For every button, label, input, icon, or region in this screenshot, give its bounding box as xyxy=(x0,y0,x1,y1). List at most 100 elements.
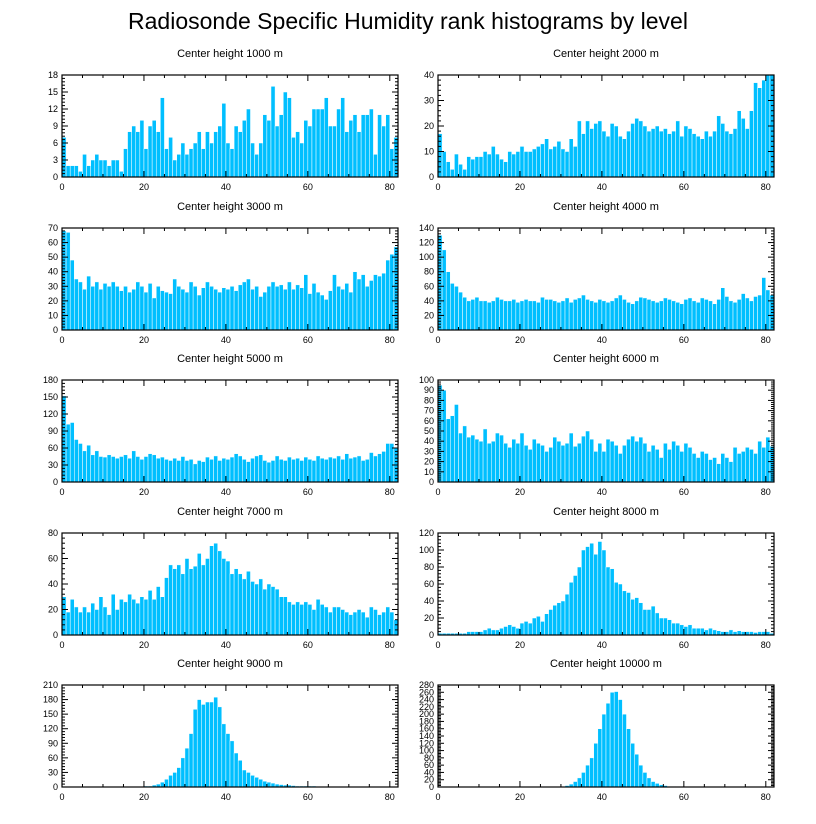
histogram-bar xyxy=(613,691,619,788)
histogram-bar xyxy=(654,449,660,483)
histogram-bar xyxy=(597,120,603,178)
histogram-bar xyxy=(323,299,329,331)
histogram-bar xyxy=(552,300,558,331)
histogram-bar xyxy=(609,692,615,788)
histogram-bar xyxy=(699,138,705,178)
histogram-bar xyxy=(691,627,697,636)
plot-frame xyxy=(61,684,399,788)
histogram-bar xyxy=(151,599,157,636)
histogram-bar xyxy=(160,290,165,331)
histogram-bar xyxy=(720,453,726,483)
histogram-bar xyxy=(568,582,574,636)
histogram-bar xyxy=(258,142,264,178)
y-tick-label: 20 xyxy=(424,121,434,131)
histogram-bar xyxy=(577,442,582,483)
histogram-bar xyxy=(328,611,333,636)
histogram-bar xyxy=(618,135,623,178)
y-tick-label: 30 xyxy=(48,281,58,291)
histogram-bar xyxy=(172,772,177,788)
histogram-bar xyxy=(196,553,202,636)
histogram-bar xyxy=(237,760,243,788)
y-tick-label: 40 xyxy=(424,296,434,306)
histogram-bar xyxy=(540,445,545,483)
histogram-bar xyxy=(143,291,149,331)
y-tick-label: 90 xyxy=(424,385,434,395)
histogram-bar xyxy=(564,442,570,483)
plot-frame xyxy=(437,227,775,331)
x-tick-label: 20 xyxy=(515,640,525,650)
histogram-bar xyxy=(597,442,603,483)
histogram-bar xyxy=(336,455,341,483)
y-tick-label: 210 xyxy=(43,680,58,690)
histogram-bar xyxy=(736,110,742,178)
histogram-bar xyxy=(291,137,296,178)
histogram-bar xyxy=(626,592,631,636)
histogram-bar xyxy=(283,596,288,636)
histogram-bar xyxy=(78,171,83,178)
histogram-bar xyxy=(568,138,574,178)
histogram-bar xyxy=(344,611,350,636)
histogram-bar xyxy=(462,425,467,483)
x-tick-label: 80 xyxy=(761,487,771,497)
histogram-bar xyxy=(369,452,374,483)
histogram-bar xyxy=(237,573,243,636)
histogram-bar xyxy=(605,566,611,636)
y-tick-label: 260 xyxy=(419,687,434,697)
histogram-bar xyxy=(527,300,533,331)
panel-title: Center height 8000 m xyxy=(553,506,659,518)
histogram-bar xyxy=(184,460,190,483)
x-tick-label: 60 xyxy=(303,792,313,802)
histogram-bar xyxy=(482,428,488,483)
histogram-bar xyxy=(716,463,721,483)
histogram-bar xyxy=(270,460,276,483)
histogram-bar xyxy=(127,131,132,178)
histogram-bar xyxy=(560,148,566,178)
y-tick-label: 100 xyxy=(419,746,434,756)
histogram-bar xyxy=(589,128,594,178)
histogram-bar xyxy=(266,286,272,331)
histogram-bar xyxy=(716,630,721,636)
histogram-bar xyxy=(478,440,484,483)
y-tick-label: 160 xyxy=(419,724,434,734)
histogram-bar xyxy=(622,299,627,331)
histogram-bar xyxy=(188,148,194,178)
y-tick-label: 60 xyxy=(424,760,434,770)
histogram-bar xyxy=(540,143,545,178)
histogram-bar xyxy=(716,115,721,178)
histogram-bar xyxy=(499,299,504,331)
histogram-panel: Center height 2000 m 0 20 40 60 80 0 10 20 30 40 xyxy=(424,48,775,192)
x-tick-label: 60 xyxy=(303,182,313,192)
histogram-bar xyxy=(369,606,374,636)
histogram-bar xyxy=(736,299,742,331)
histogram-bar xyxy=(176,286,182,331)
histogram-bar xyxy=(724,296,730,331)
y-tick-label: 15 xyxy=(48,87,58,97)
x-tick-label: 80 xyxy=(385,335,395,345)
histogram-bar xyxy=(336,108,341,178)
histogram-bar xyxy=(577,120,582,178)
y-tick-label: 18 xyxy=(48,70,58,80)
histogram-bar xyxy=(507,624,513,636)
histogram-bar xyxy=(385,443,391,483)
histogram-bar xyxy=(377,453,382,483)
histogram-bar xyxy=(205,701,210,788)
histogram-bar xyxy=(757,294,762,331)
histogram-bar xyxy=(540,621,545,636)
histogram-bar xyxy=(507,300,513,331)
histogram-bar xyxy=(352,271,358,331)
y-tick-label: 60 xyxy=(48,554,58,564)
histogram-bar xyxy=(348,457,354,483)
histogram-bar xyxy=(564,151,570,178)
histogram-bar xyxy=(650,781,656,788)
y-tick-label: 10 xyxy=(424,147,434,157)
y-tick-label: 0 xyxy=(53,172,58,182)
histogram-bar xyxy=(519,432,525,483)
y-tick-label: 40 xyxy=(424,436,434,446)
histogram-bar xyxy=(740,118,746,178)
histogram-bar xyxy=(634,118,640,178)
histogram-bar xyxy=(266,583,272,636)
histogram-bar xyxy=(323,606,329,636)
histogram-bar xyxy=(90,286,96,331)
histogram-bar xyxy=(258,296,264,331)
histogram-bar xyxy=(164,577,169,636)
